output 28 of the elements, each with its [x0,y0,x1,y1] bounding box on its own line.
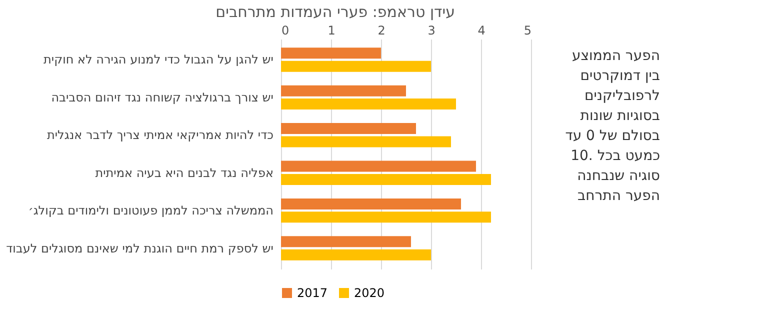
x-tick-label: 3 [428,24,436,38]
y-tick-label: הממשלה צריכה לממן פעוטונים ולימודים בקולג׳ [28,204,274,218]
bar [281,212,491,223]
bar [281,85,406,96]
x-tick-label: 5 [524,24,532,38]
bar [281,136,451,148]
text: הפער הממוצע בין דמוקרטים לרפובליקנים בסוגיות שונות בסולם של 0 עד 10. כמעט בכל סוגיה שנבחנה הפער התרחב [565,48,660,204]
x-tick-label: 1 [328,24,336,38]
bar [281,60,431,72]
x-tick-label: 4 [478,24,486,38]
bar [281,236,411,248]
y-tick-label: כדי להיות אמריקאי אמיתי צריך לדבר אנגלית [46,128,274,142]
y-tick-label: יש לספק רמת חיים הוגנת למי שאינם מסוגלים לעבוד [6,241,274,256]
y-tick-label: יש צורך ברגולציה קשוחה נגד זיהום הסביבה [51,90,274,104]
y-tick-label: אפליה נגד לבנים היא בעיה אמיתית [95,166,274,180]
legend-label: 2020 [354,286,385,300]
x-tick-label: 2 [378,24,386,38]
x-tick-label: 0 [282,24,290,38]
bar [281,198,461,210]
legend-label: 2017 [297,286,328,300]
bar [281,48,381,59]
bar [281,174,491,185]
bar [281,249,431,260]
bar [281,123,416,134]
bar [281,98,456,110]
y-tick-label: יש להגן על הגבול כדי למנוע הגירה לא חוקית [44,52,274,67]
chart-title: עידן טראמפ: פערי העמדות מתרחבים [216,3,455,21]
bar [281,160,476,172]
